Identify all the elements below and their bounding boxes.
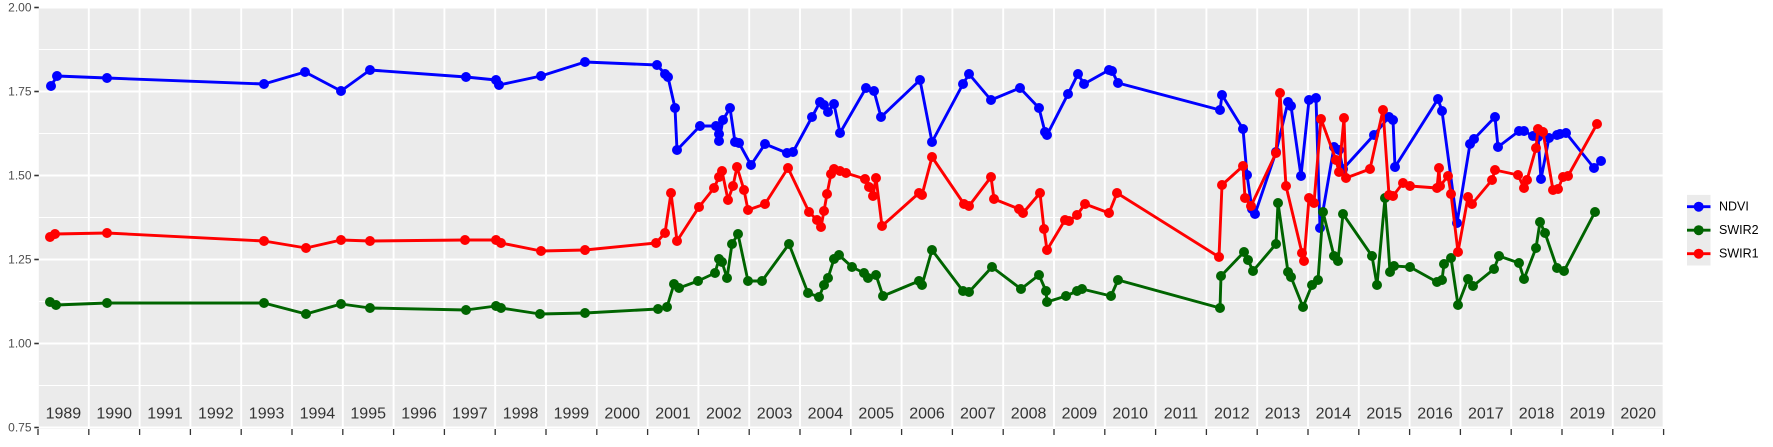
svg-text:2003: 2003 [757, 406, 793, 423]
svg-text:2010: 2010 [1112, 406, 1148, 423]
svg-text:2004: 2004 [808, 406, 844, 423]
svg-text:1992: 1992 [198, 406, 234, 423]
svg-text:2009: 2009 [1062, 406, 1098, 423]
svg-text:2006: 2006 [909, 406, 945, 423]
svg-text:2001: 2001 [655, 406, 691, 423]
svg-text:SWIR1: SWIR1 [1719, 247, 1759, 261]
svg-text:2.00: 2.00 [8, 1, 32, 15]
svg-text:1989: 1989 [46, 406, 82, 423]
svg-text:1991: 1991 [147, 406, 183, 423]
svg-text:2000: 2000 [604, 406, 640, 423]
svg-text:2002: 2002 [706, 406, 742, 423]
svg-text:1990: 1990 [96, 406, 132, 423]
svg-text:1.75: 1.75 [8, 85, 32, 99]
svg-text:2015: 2015 [1366, 406, 1402, 423]
svg-text:2020: 2020 [1620, 406, 1656, 423]
svg-text:2017: 2017 [1468, 406, 1504, 423]
svg-text:1.50: 1.50 [8, 169, 32, 183]
svg-text:1998: 1998 [503, 406, 539, 423]
svg-text:2005: 2005 [858, 406, 894, 423]
svg-text:2014: 2014 [1316, 406, 1352, 423]
svg-text:1.25: 1.25 [8, 253, 32, 267]
svg-text:0.75: 0.75 [8, 421, 32, 435]
svg-text:2018: 2018 [1519, 406, 1555, 423]
svg-text:1996: 1996 [401, 406, 437, 423]
svg-text:2016: 2016 [1417, 406, 1453, 423]
svg-text:1997: 1997 [452, 406, 488, 423]
svg-text:2008: 2008 [1011, 406, 1047, 423]
svg-text:2019: 2019 [1570, 406, 1606, 423]
svg-text:1995: 1995 [350, 406, 386, 423]
svg-text:1.00: 1.00 [8, 337, 32, 351]
svg-text:1994: 1994 [300, 406, 336, 423]
svg-text:1993: 1993 [249, 406, 285, 423]
svg-text:2007: 2007 [960, 406, 996, 423]
svg-text:SWIR2: SWIR2 [1719, 223, 1759, 237]
svg-text:1999: 1999 [554, 406, 590, 423]
svg-text:2012: 2012 [1214, 406, 1250, 423]
svg-text:2011: 2011 [1164, 406, 1199, 423]
svg-text:2013: 2013 [1265, 406, 1301, 423]
svg-text:NDVI: NDVI [1719, 200, 1749, 214]
